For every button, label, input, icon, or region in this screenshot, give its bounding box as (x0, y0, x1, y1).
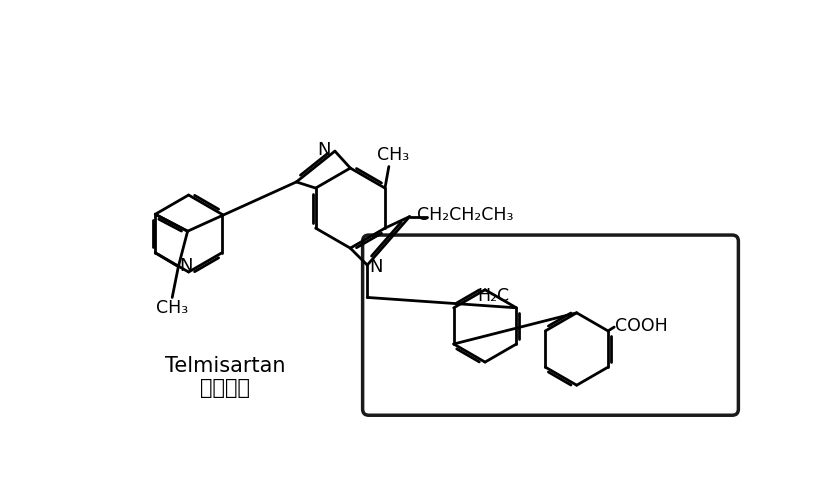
Text: H₂C: H₂C (477, 287, 509, 305)
Text: CH₃: CH₃ (376, 146, 409, 164)
Text: 替米沙坦: 替米沙坦 (200, 378, 250, 398)
Text: Telmisartan: Telmisartan (165, 356, 285, 376)
Text: COOH: COOH (614, 316, 667, 335)
FancyBboxPatch shape (362, 235, 739, 415)
Text: N: N (369, 257, 382, 276)
Text: N: N (179, 257, 193, 275)
Text: CH₃: CH₃ (156, 299, 189, 317)
Text: N: N (318, 141, 331, 158)
Text: CH₂CH₂CH₃: CH₂CH₂CH₃ (417, 206, 514, 224)
